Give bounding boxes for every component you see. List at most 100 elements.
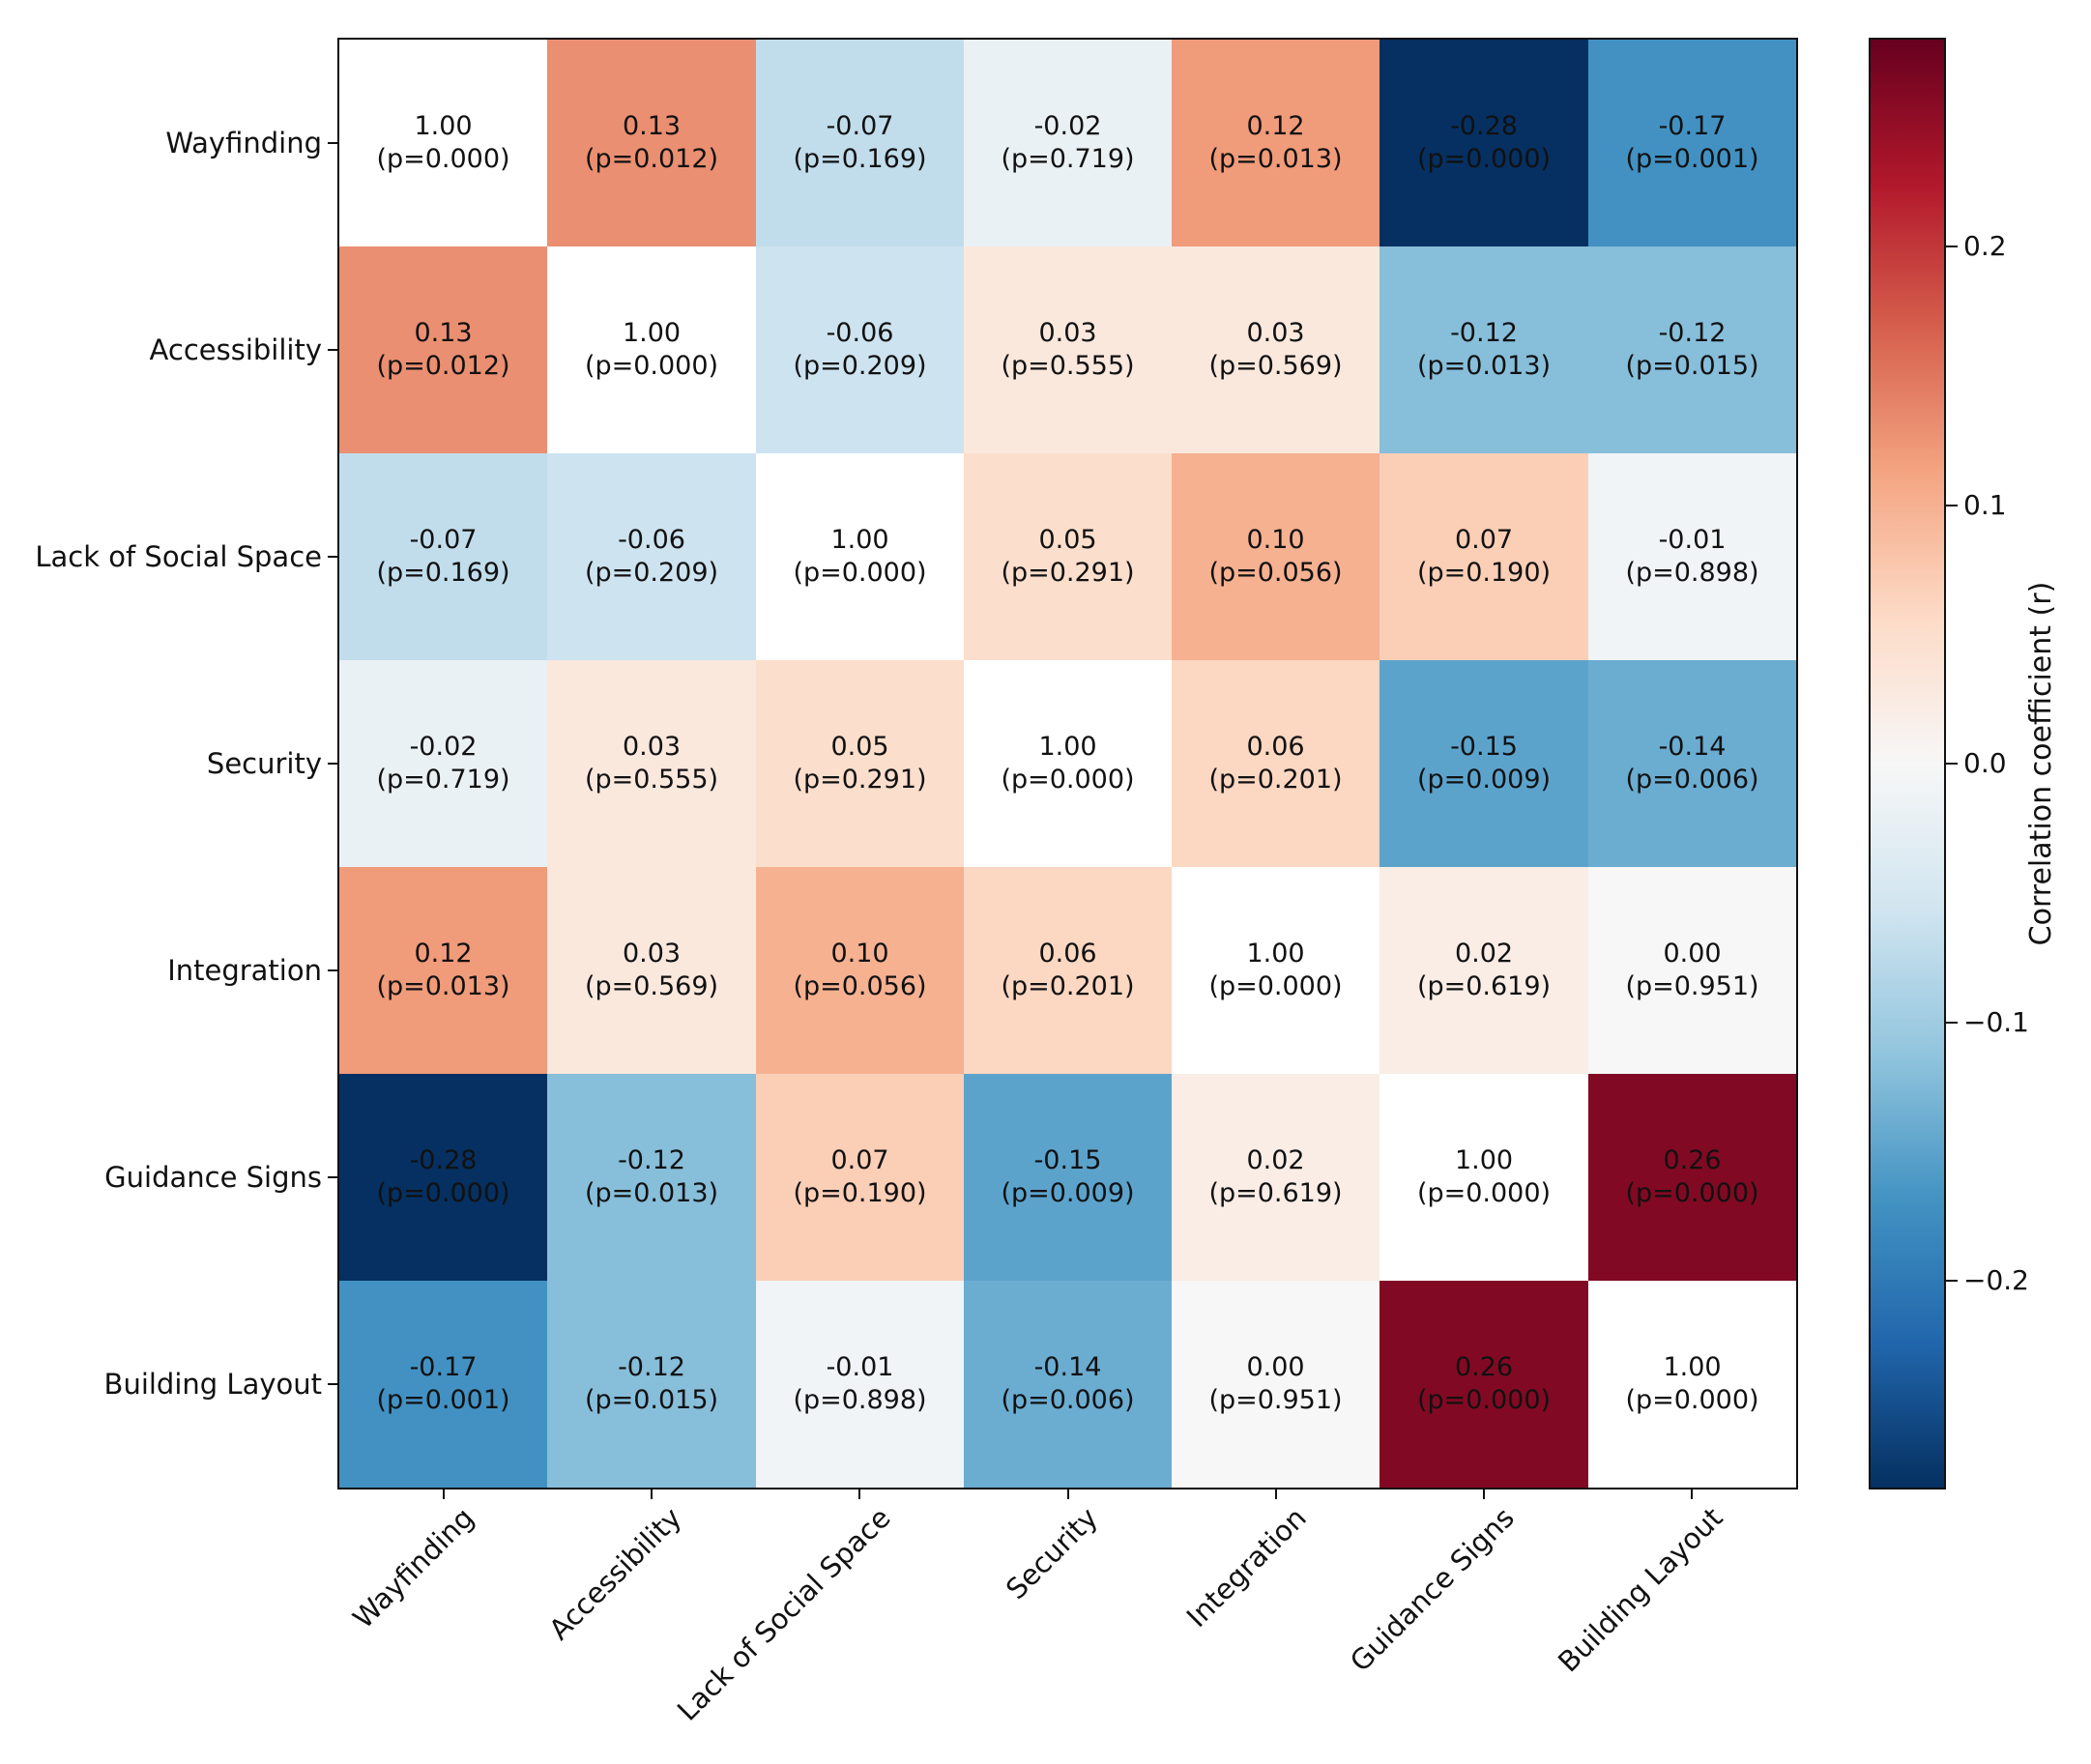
cell-p-value: (p=0.000) xyxy=(1416,144,1552,174)
cell-p-value: (p=0.056) xyxy=(1208,558,1343,588)
x-tick-label: Wayfinding xyxy=(346,1501,480,1635)
x-tick-label: Building Layout xyxy=(1551,1501,1729,1679)
cell-p-value: (p=0.000) xyxy=(1208,971,1343,1001)
heatmap-grid: 1.00 (p=0.000) 0.13 (p=0.012) -0.07 (p=0.169)… xyxy=(339,40,1796,1488)
cell-r-value: 1.00 xyxy=(414,111,473,141)
cell-r-value: -0.15 xyxy=(1033,1145,1102,1175)
y-tick-label: Building Layout xyxy=(103,1368,322,1401)
cell-r-value: 0.02 xyxy=(1246,1145,1305,1175)
cell-r-value: -0.12 xyxy=(1658,318,1727,348)
cell-r-value: 0.03 xyxy=(622,732,682,762)
x-tick-label: Lack of Social Space xyxy=(670,1501,897,1727)
cell-p-value: (p=0.201) xyxy=(1208,765,1343,795)
heatmap-cell: 0.00 (p=0.951) xyxy=(1588,867,1796,1074)
cell-p-value: (p=0.898) xyxy=(793,1385,927,1415)
cell-r-value: -0.15 xyxy=(1450,732,1518,762)
cell-p-value: (p=0.006) xyxy=(1001,1385,1135,1415)
x-tick-label: Guidance Signs xyxy=(1344,1501,1522,1679)
cell-r-value: 1.00 xyxy=(1454,1145,1514,1175)
cell-r-value: -0.12 xyxy=(618,1352,685,1382)
cell-r-value: 0.10 xyxy=(830,939,889,969)
heatmap-cell: 0.03 (p=0.569) xyxy=(1172,246,1379,453)
cell-r-value: -0.07 xyxy=(409,525,478,555)
cell-p-value: (p=0.951) xyxy=(1208,1385,1343,1415)
cell-p-value: (p=0.013) xyxy=(1416,351,1552,381)
y-tick-label: Accessibility xyxy=(149,333,322,366)
cell-p-value: (p=0.000) xyxy=(1416,1178,1552,1208)
heatmap-cell: 0.07 (p=0.190) xyxy=(756,1074,964,1281)
cell-p-value: (p=0.898) xyxy=(1625,558,1759,588)
colorbar-tick-label: 0.0 xyxy=(1963,747,2007,779)
cell-r-value: -0.07 xyxy=(826,111,894,141)
cell-p-value: (p=0.190) xyxy=(793,1178,927,1208)
cell-p-value: (p=0.169) xyxy=(793,144,927,174)
heatmap-plot-area: 1.00 (p=0.000) 0.13 (p=0.012) -0.07 (p=0.169)… xyxy=(337,38,1798,1489)
x-tick-mark xyxy=(1483,1488,1486,1499)
cell-p-value: (p=0.000) xyxy=(793,558,927,588)
colorbar-tick-label: 0.1 xyxy=(1963,488,2007,521)
cell-r-value: -0.28 xyxy=(1450,111,1518,141)
cell-p-value: (p=0.555) xyxy=(1001,351,1135,381)
colorbar-axis-label: Correlation coefficient (r) xyxy=(2024,581,2058,946)
cell-r-value: -0.01 xyxy=(1658,525,1727,555)
colorbar-tick-mark xyxy=(1946,246,1958,247)
colorbar-tick-mark xyxy=(1946,763,1958,765)
heatmap-cell: 0.02 (p=0.619) xyxy=(1379,867,1588,1074)
cell-p-value: (p=0.291) xyxy=(793,765,927,795)
colorbar-tick-label: −0.2 xyxy=(1963,1264,2029,1296)
cell-p-value: (p=0.190) xyxy=(1416,558,1552,588)
cell-r-value: 0.10 xyxy=(1246,525,1305,555)
heatmap-cell: 0.06 (p=0.201) xyxy=(1172,660,1379,867)
y-tick-mark xyxy=(328,969,339,971)
heatmap-cell: -0.06 (p=0.209) xyxy=(756,246,964,453)
cell-r-value: 0.05 xyxy=(1038,525,1097,555)
heatmap-cell: 0.07 (p=0.190) xyxy=(1379,453,1588,660)
cell-r-value: -0.28 xyxy=(409,1145,478,1175)
heatmap-cell: 1.00 (p=0.000) xyxy=(1588,1281,1796,1488)
cell-p-value: (p=0.009) xyxy=(1001,1178,1135,1208)
heatmap-cell: 0.12 (p=0.013) xyxy=(1172,40,1379,246)
heatmap-cell: -0.12 (p=0.013) xyxy=(1379,246,1588,453)
heatmap-cell: 0.12 (p=0.013) xyxy=(339,867,547,1074)
y-tick-mark xyxy=(328,763,339,765)
cell-p-value: (p=0.000) xyxy=(1416,1385,1552,1415)
cell-p-value: (p=0.201) xyxy=(1001,971,1135,1001)
x-tick-mark xyxy=(1274,1488,1277,1499)
x-tick-mark xyxy=(858,1488,861,1499)
heatmap-cell: 1.00 (p=0.000) xyxy=(756,453,964,660)
heatmap-cell: -0.07 (p=0.169) xyxy=(756,40,964,246)
cell-p-value: (p=0.006) xyxy=(1625,765,1759,795)
cell-p-value: (p=0.000) xyxy=(376,144,510,174)
heatmap-cell: 1.00 (p=0.000) xyxy=(339,40,547,246)
cell-r-value: 0.26 xyxy=(1454,1352,1514,1382)
cell-r-value: 0.06 xyxy=(1246,732,1305,762)
heatmap-cell: 0.26 (p=0.000) xyxy=(1379,1281,1588,1488)
cell-r-value: 0.00 xyxy=(1246,1352,1305,1382)
heatmap-cell: 0.03 (p=0.555) xyxy=(547,660,756,867)
heatmap-cell: 1.00 (p=0.000) xyxy=(547,246,756,453)
cell-r-value: -0.06 xyxy=(618,525,685,555)
heatmap-cell: -0.14 (p=0.006) xyxy=(1588,660,1796,867)
y-tick-label: Integration xyxy=(167,954,322,987)
cell-r-value: 1.00 xyxy=(622,318,682,348)
y-tick-label: Wayfinding xyxy=(165,127,322,159)
colorbar-tick-label: −0.1 xyxy=(1963,1005,2029,1038)
cell-r-value: -0.17 xyxy=(1658,111,1727,141)
heatmap-cell: -0.01 (p=0.898) xyxy=(756,1281,964,1488)
cell-p-value: (p=0.555) xyxy=(584,765,719,795)
heatmap-cell: 0.02 (p=0.619) xyxy=(1172,1074,1379,1281)
x-tick-mark xyxy=(1691,1488,1694,1499)
heatmap-cell: -0.12 (p=0.015) xyxy=(1588,246,1796,453)
cell-r-value: 0.06 xyxy=(1038,939,1097,969)
cell-r-value: 0.00 xyxy=(1663,939,1722,969)
cell-p-value: (p=0.209) xyxy=(584,558,719,588)
cell-r-value: 0.03 xyxy=(1246,318,1305,348)
cell-r-value: 0.26 xyxy=(1663,1145,1722,1175)
cell-p-value: (p=0.012) xyxy=(584,144,719,174)
x-tick-mark xyxy=(650,1488,653,1499)
heatmap-cell: 0.26 (p=0.000) xyxy=(1588,1074,1796,1281)
heatmap-cell: 0.05 (p=0.291) xyxy=(756,660,964,867)
cell-p-value: (p=0.719) xyxy=(376,765,510,795)
y-tick-mark xyxy=(328,556,339,558)
